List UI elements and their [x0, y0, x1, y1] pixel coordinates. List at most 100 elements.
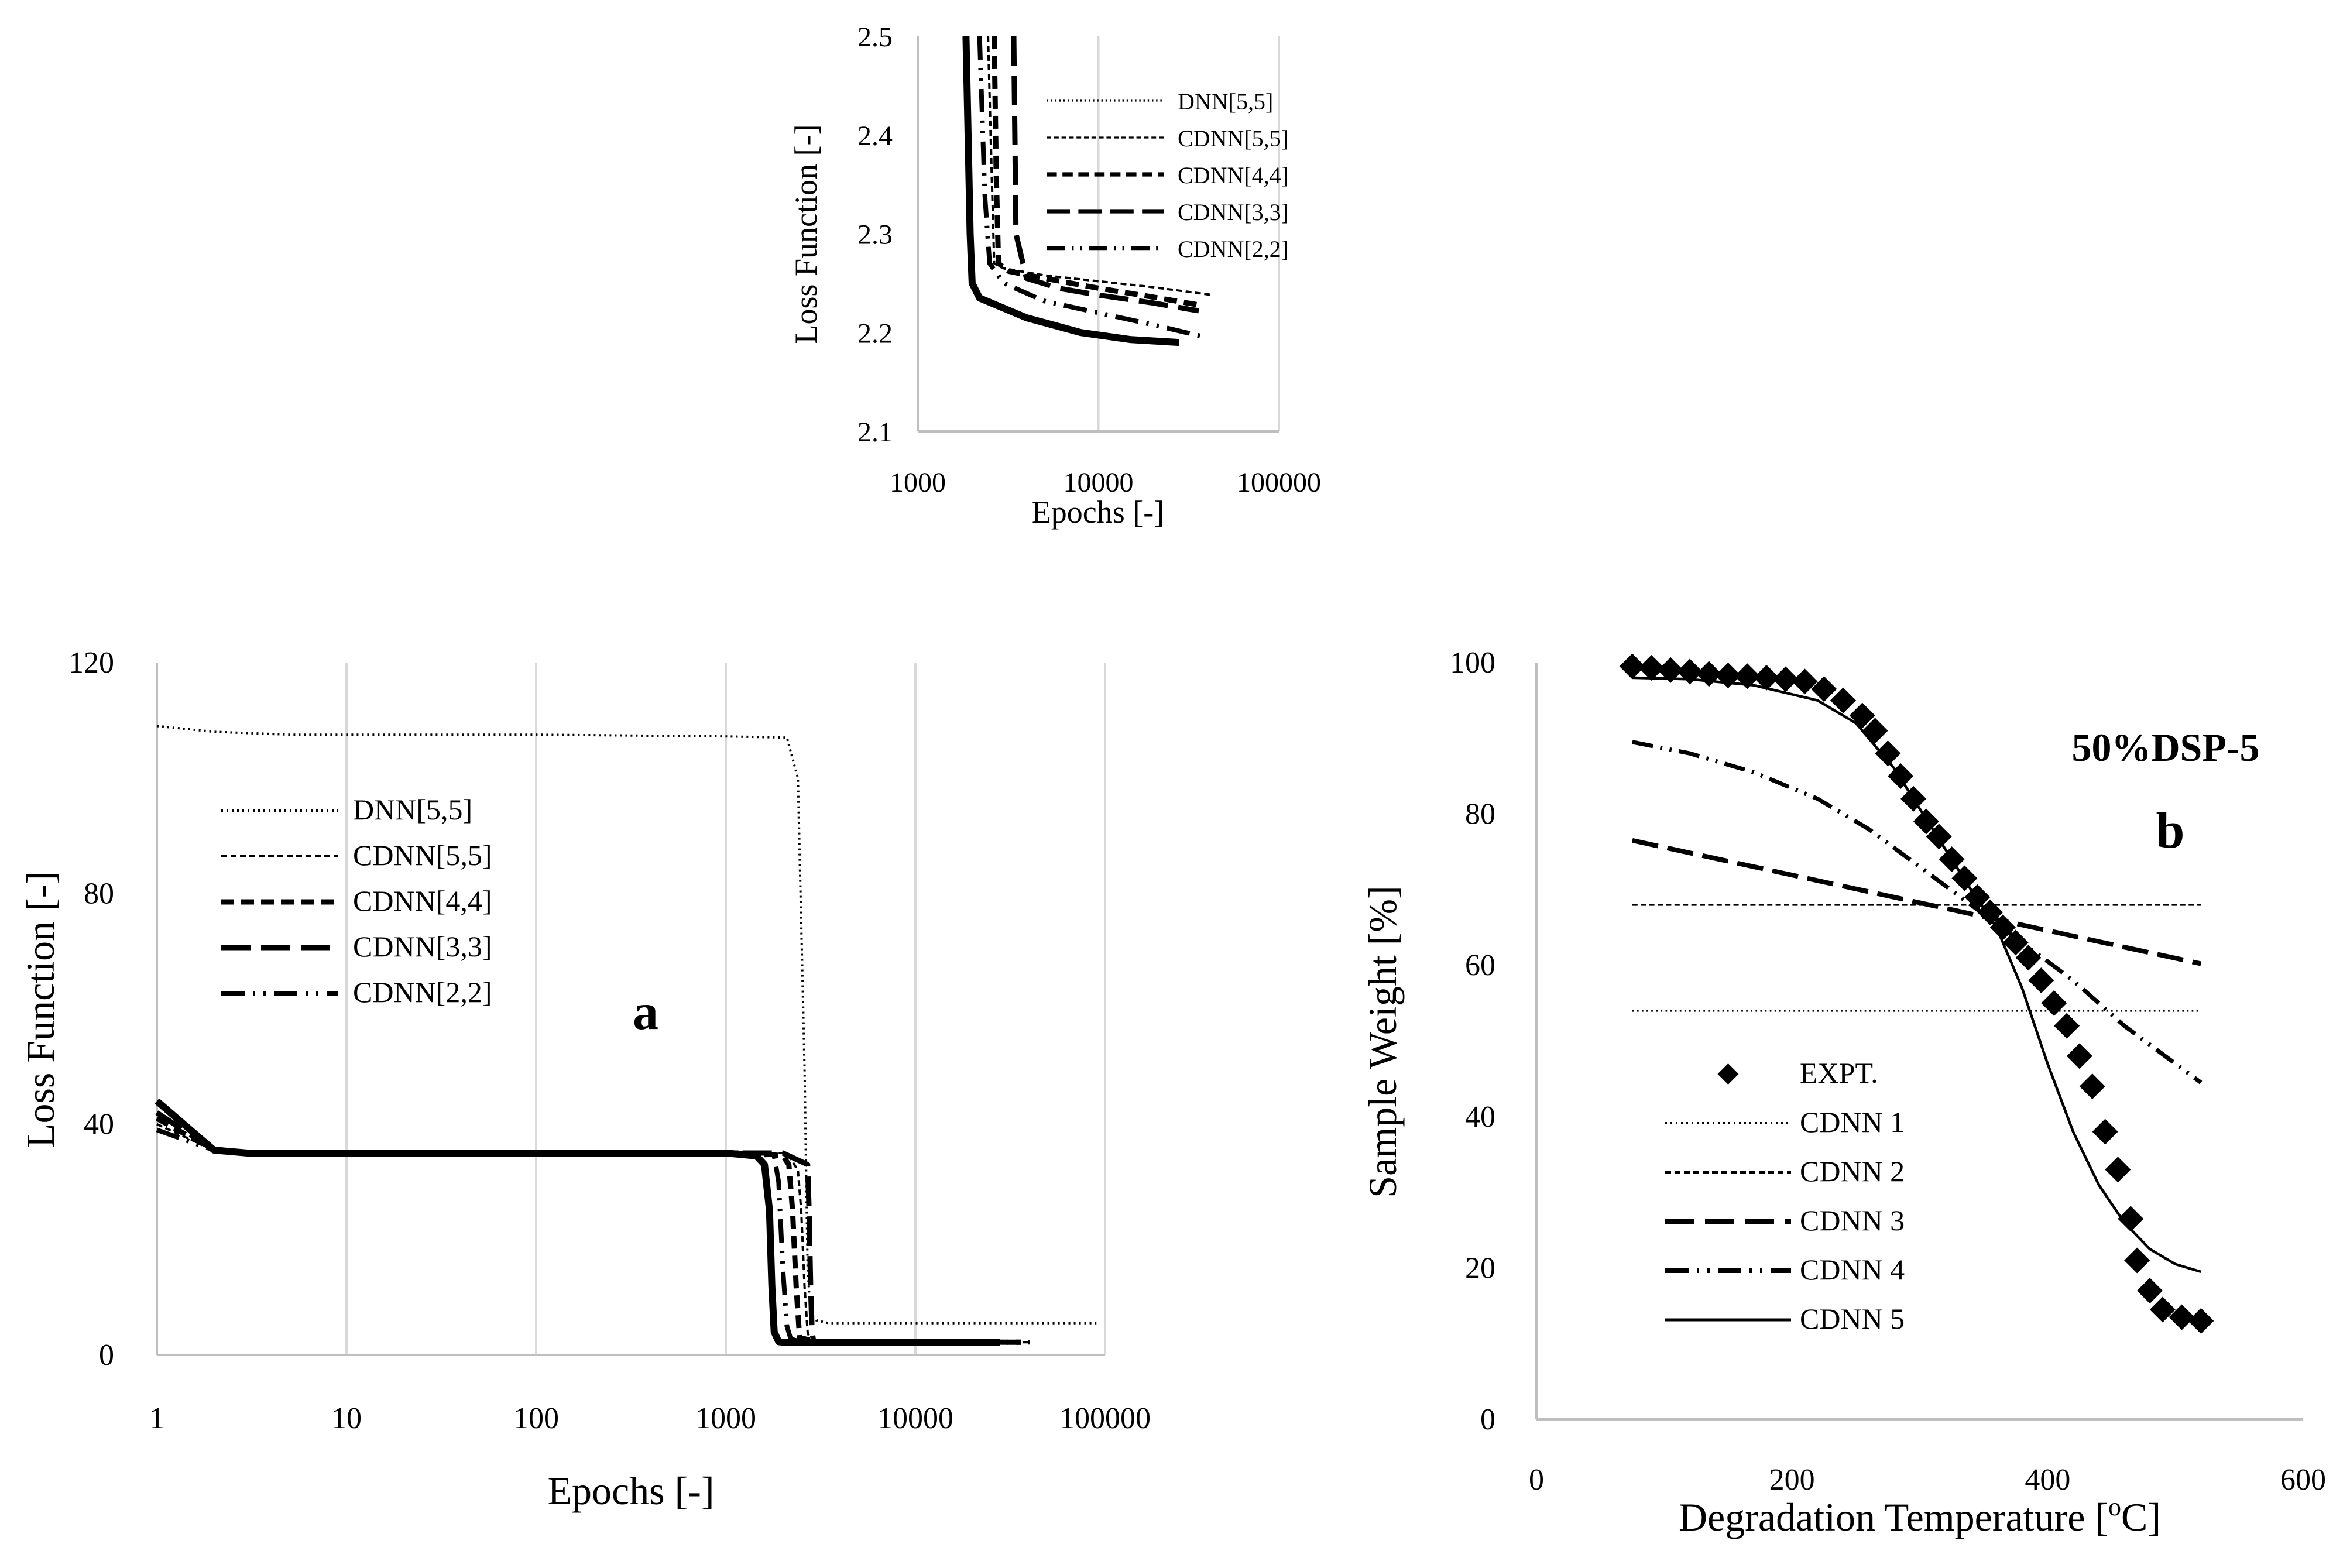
data-point-expt — [2118, 1206, 2144, 1232]
x-tick-label: 1000 — [890, 467, 946, 498]
x-tick-label: 400 — [2025, 1463, 2070, 1497]
inset-legend: DNN[5,5] CDNN[5,5] CDNN[4,4] CDNN[3,3] CDNN[… — [1047, 88, 1289, 262]
data-point-expt — [1619, 653, 1645, 680]
y-tick-label: 2.5 — [857, 22, 893, 53]
inset-grid — [1097, 36, 1280, 431]
inset-x-ticks: 1000 10000 100000 — [890, 467, 1321, 498]
y-tick-label: 2.3 — [857, 219, 893, 251]
legend-label-cdnn-3: CDNN 3 — [1800, 1204, 1905, 1237]
data-point-expt — [1754, 664, 1779, 691]
chart-b-y-axis-title: Sample Weight [%] — [1360, 886, 1405, 1198]
legend-label-cdnn-2-2: CDNN[2,2] — [1178, 236, 1289, 262]
legend-label-cdnn-4-4: CDNN[4,4] — [353, 884, 492, 917]
y-tick-label: 20 — [1465, 1251, 1495, 1285]
x-tick-label: 100000 — [1059, 1402, 1151, 1435]
series-line-cdnn-2-2 — [977, 36, 1208, 340]
data-point-expt — [1830, 687, 1856, 713]
y-tick-label: 100 — [1450, 646, 1495, 680]
chart-b-y-ticks: 0 20 40 60 80 100 — [1450, 646, 1495, 1436]
data-point-expt — [2137, 1278, 2163, 1304]
x-tick-label: 600 — [2280, 1463, 2326, 1497]
chart-b-legend: EXPT. CDNN 1 CDNN 2 CDNN 3 CDNN 4 CDNN 5 — [1665, 1056, 1905, 1335]
legend-label-cdnn-4-4: CDNN[4,4] — [1178, 162, 1289, 188]
data-point-expt — [2092, 1118, 2118, 1145]
legend-label-cdnn-4: CDNN 4 — [1800, 1253, 1905, 1286]
chart-b-x-axis-title-main: Degradation Temperature [ — [1679, 1495, 2108, 1539]
inset-x-axis-title: Epochs [-] — [1032, 495, 1164, 530]
data-point-expt — [2015, 945, 2042, 971]
legend-label-dnn-5-5: DNN[5,5] — [1178, 88, 1273, 115]
chart-b-x-ticks: 0 200 400 600 — [1529, 1463, 2326, 1497]
y-tick-label: 0 — [1480, 1403, 1495, 1436]
legend-marker-expt — [1717, 1063, 1739, 1085]
chart-a-x-axis-title: Epochs [-] — [547, 1469, 714, 1513]
chart-a-panel-label: a — [633, 984, 658, 1041]
data-point-expt — [1772, 666, 1799, 692]
legend-label-dnn-5-5: DNN[5,5] — [353, 793, 472, 826]
data-point-expt — [2149, 1296, 2176, 1323]
chart-b: 0 20 40 60 80 100 0 200 400 600 Degradation Temp… — [1360, 646, 2326, 1539]
data-point-expt — [1658, 657, 1684, 683]
x-tick-label: 100 — [513, 1402, 559, 1435]
data-point-expt — [2054, 1013, 2080, 1039]
data-point-expt — [2041, 990, 2067, 1016]
series-line-cdnn-3-3 — [1011, 36, 1199, 314]
chart-b-series — [1619, 653, 2214, 1334]
legend-label-expt: EXPT. — [1800, 1056, 1878, 1089]
data-point-expt — [1811, 676, 1837, 702]
x-tick-label: 10000 — [877, 1402, 953, 1435]
chart-a-grid — [345, 663, 1106, 1355]
chart-a-x-ticks: 1 10 100 1000 10000 100000 — [149, 1402, 1151, 1435]
data-point-expt — [1875, 740, 1901, 767]
chart-b-x-axis-title-end: C] — [2121, 1495, 2161, 1539]
x-tick-label: 200 — [1769, 1463, 1815, 1497]
series-line-cdnn-4 — [1632, 740, 2203, 1085]
chart-a-y-axis-title: Loss Function [-] — [18, 872, 63, 1148]
y-tick-label: 2.4 — [857, 121, 893, 152]
data-point-expt — [2002, 929, 2029, 956]
chart-b-panel-label: b — [2156, 802, 2185, 859]
y-tick-label: 120 — [68, 646, 114, 680]
y-tick-label: 2.1 — [857, 417, 893, 448]
chart-a-legend: DNN[5,5] CDNN[5,5] CDNN[4,4] CDNN[3,3] CDNN[… — [221, 793, 492, 1008]
series-line-cdnn-1-1 — [962, 36, 1179, 346]
legend-label-cdnn-2: CDNN 2 — [1800, 1155, 1905, 1188]
x-tick-label: 0 — [1529, 1463, 1544, 1497]
data-point-expt — [2105, 1157, 2131, 1183]
series-line-cdnn-4-4 — [155, 1116, 1021, 1345]
legend-label-cdnn-3-3: CDNN[3,3] — [1178, 199, 1289, 225]
y-tick-label: 0 — [99, 1339, 114, 1372]
y-tick-label: 2.2 — [857, 318, 893, 349]
legend-label-cdnn-2-2: CDNN[2,2] — [353, 976, 492, 1008]
chart-a-series — [155, 725, 1097, 1346]
data-point-expt — [1638, 655, 1665, 681]
inset-y-axis-title: Loss Function [-] — [788, 125, 824, 344]
data-point-expt — [2079, 1073, 2105, 1100]
chart-b-x-axis-title-sup: o — [2108, 1492, 2121, 1521]
data-point-expt — [2066, 1043, 2092, 1069]
y-tick-label: 40 — [84, 1108, 114, 1141]
inset-chart: 2.1 2.2 2.3 2.4 2.5 1000 10000 100000 Epochs [… — [788, 22, 1321, 530]
series-line-cdnn-1-1 — [155, 1098, 1000, 1346]
series-line-cdnn-5-5 — [987, 36, 1213, 297]
inset-series — [962, 36, 1213, 346]
series-line-cdnn-5 — [1632, 676, 2201, 1274]
x-tick-label: 100000 — [1237, 467, 1321, 498]
x-tick-label: 10000 — [1063, 467, 1134, 498]
legend-label-cdnn-5-5: CDNN[5,5] — [353, 839, 492, 872]
y-tick-label: 40 — [1465, 1100, 1495, 1134]
inset-y-ticks: 2.1 2.2 2.3 2.4 2.5 — [857, 22, 893, 448]
data-point-expt — [2169, 1304, 2195, 1330]
legend-label-cdnn-1: CDNN 1 — [1800, 1106, 1905, 1138]
data-point-expt — [1792, 668, 1818, 695]
legend-label-cdnn-5-5: CDNN[5,5] — [1178, 125, 1289, 152]
series-line-cdnn-3 — [1631, 838, 2202, 966]
legend-label-cdnn-3-3: CDNN[3,3] — [353, 930, 492, 963]
data-point-expt — [2124, 1247, 2150, 1274]
chart-b-sample-label: 50%DSP-5 — [2071, 725, 2259, 770]
x-tick-label: 1 — [149, 1402, 164, 1435]
series-line-dnn-5-5 — [156, 725, 1097, 1325]
x-tick-label: 1000 — [695, 1402, 756, 1435]
